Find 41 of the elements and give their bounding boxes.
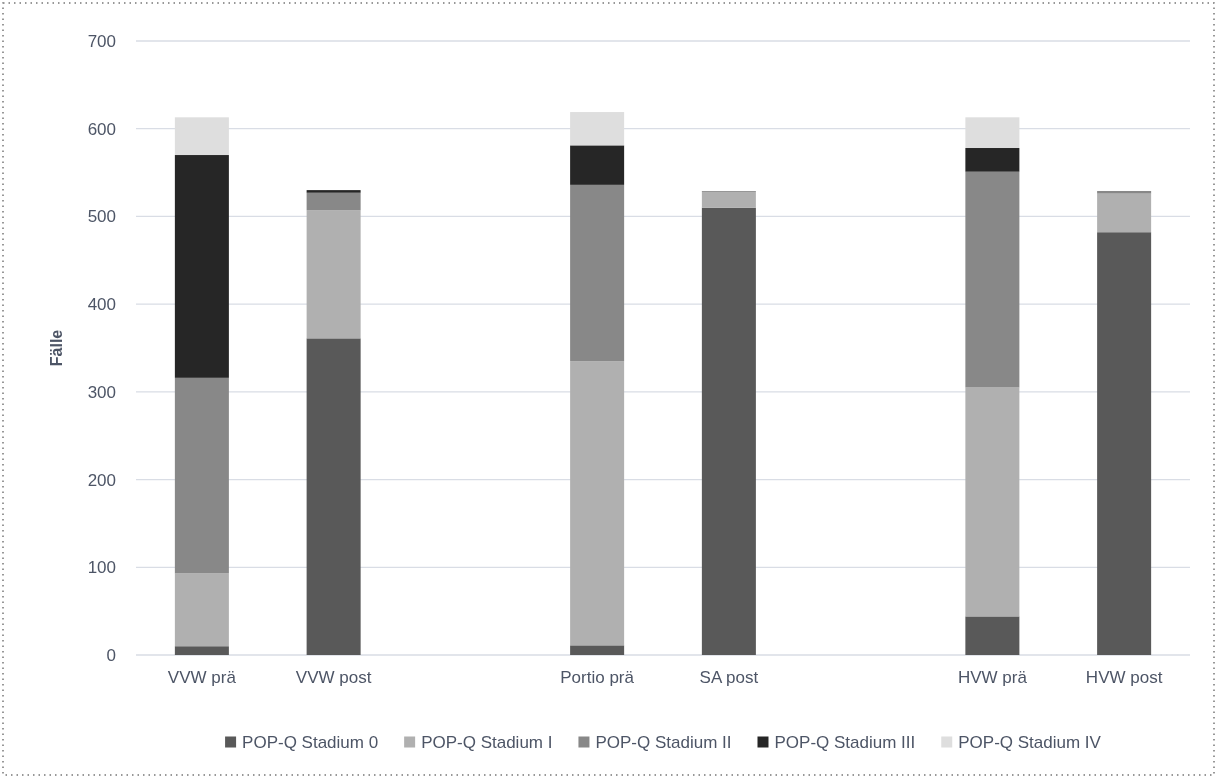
bar xyxy=(570,645,625,655)
bar xyxy=(306,210,361,339)
x-tick-label: VVW prä xyxy=(167,668,237,687)
bar xyxy=(570,361,625,646)
y-tick-label: 500 xyxy=(87,207,116,227)
legend-label: POP-Q Stadium III xyxy=(774,732,916,752)
bar xyxy=(306,338,361,655)
bar xyxy=(174,155,229,378)
bar xyxy=(306,192,361,211)
bar xyxy=(965,616,1020,655)
bar xyxy=(174,573,229,647)
bar xyxy=(1097,193,1152,233)
y-tick-label: 0 xyxy=(106,645,116,665)
y-tick-label: 200 xyxy=(87,470,116,490)
bar xyxy=(174,377,229,574)
x-tick-label: VVW post xyxy=(295,668,372,687)
y-axis-title: Fälle xyxy=(48,329,65,367)
x-tick-label: HVW prä xyxy=(957,668,1028,687)
x-tick-label: HVW post xyxy=(1085,668,1163,687)
bar xyxy=(174,646,229,655)
x-tick-label: SA post xyxy=(699,668,759,687)
y-tick-label: 100 xyxy=(87,558,116,578)
x-tick-label: Portio prä xyxy=(560,668,635,687)
bar xyxy=(306,190,361,193)
legend-label: POP-Q Stadium I xyxy=(421,732,553,752)
y-tick-label: 400 xyxy=(87,295,116,315)
y-tick-label: 300 xyxy=(87,382,116,402)
bar xyxy=(570,184,625,362)
bar xyxy=(701,207,756,655)
y-tick-label: 700 xyxy=(87,31,116,51)
bar xyxy=(570,145,625,185)
y-tick-label: 600 xyxy=(87,119,116,139)
bar xyxy=(1097,190,1152,194)
bar xyxy=(965,387,1020,617)
bar xyxy=(965,171,1020,388)
legend-label: POP-Q Stadium II xyxy=(595,732,732,752)
bar xyxy=(965,148,1020,172)
bar xyxy=(1097,232,1152,655)
legend-label: POP-Q Stadium IV xyxy=(958,732,1102,752)
bar xyxy=(701,191,756,208)
legend-label: POP-Q Stadium 0 xyxy=(242,732,379,752)
